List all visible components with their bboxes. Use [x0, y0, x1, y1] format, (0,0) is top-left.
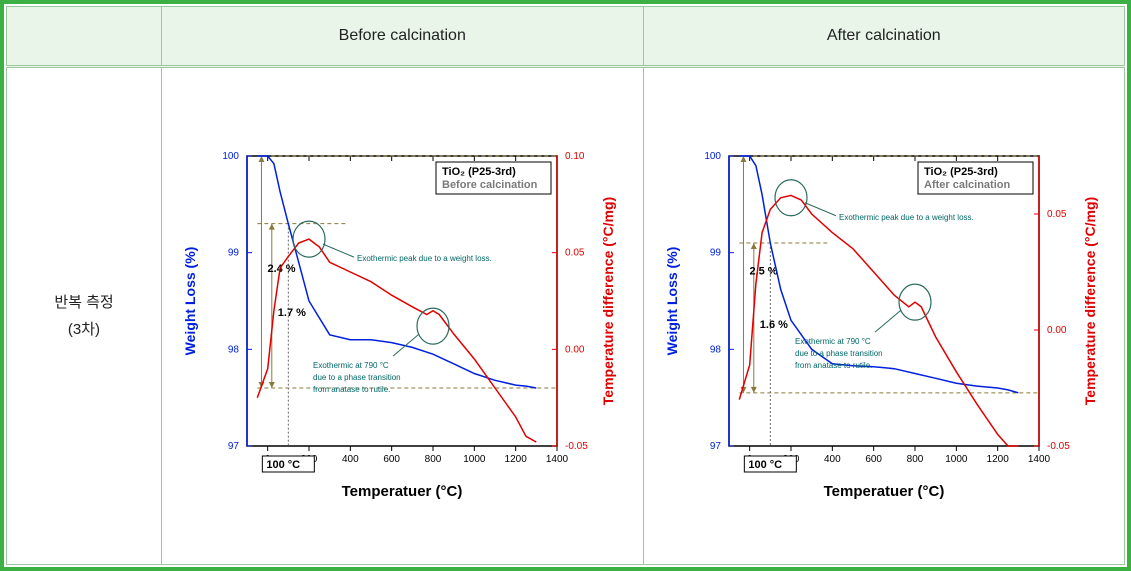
- svg-text:600: 600: [865, 454, 882, 465]
- svg-text:from anatase to rutile.: from anatase to rutile.: [795, 361, 872, 370]
- svg-text:0.05: 0.05: [1047, 209, 1067, 220]
- svg-text:Exothermic peak due to a weigh: Exothermic peak due to a weight loss.: [357, 254, 492, 263]
- header-empty: [7, 7, 162, 67]
- chart-cell-before: 0200400600800100012001400Temperatuer (°C…: [162, 67, 644, 565]
- svg-text:99: 99: [228, 248, 240, 259]
- svg-text:due to a phase transition: due to a phase transition: [795, 349, 883, 358]
- svg-text:100: 100: [704, 151, 721, 162]
- svg-text:1400: 1400: [1028, 454, 1051, 465]
- svg-text:Exothermic peak due to a weigh: Exothermic peak due to a weight loss.: [839, 213, 974, 222]
- svg-text:1200: 1200: [505, 454, 528, 465]
- svg-text:0.00: 0.00: [565, 344, 585, 355]
- svg-text:Exothermic at 790 °C: Exothermic at 790 °C: [795, 337, 871, 346]
- svg-text:100 °C: 100 °C: [267, 459, 301, 471]
- svg-text:400: 400: [342, 454, 359, 465]
- svg-text:1400: 1400: [546, 454, 569, 465]
- header-after: After calcination: [643, 7, 1125, 67]
- layout-table: Before calcination After calcination 반복 …: [6, 6, 1125, 565]
- svg-text:100: 100: [223, 151, 240, 162]
- svg-text:TiO₂ (P25-3rd): TiO₂ (P25-3rd): [442, 166, 516, 178]
- svg-text:0.10: 0.10: [565, 151, 585, 162]
- svg-text:Exothermic at 790 °C: Exothermic at 790 °C: [313, 361, 389, 370]
- svg-text:After calcination: After calcination: [924, 179, 1010, 191]
- svg-text:99: 99: [710, 248, 722, 259]
- svg-text:1200: 1200: [986, 454, 1009, 465]
- svg-text:800: 800: [425, 454, 442, 465]
- svg-text:1000: 1000: [463, 454, 486, 465]
- svg-text:97: 97: [710, 441, 722, 452]
- svg-text:Temperature difference (°C/mg): Temperature difference (°C/mg): [1082, 197, 1098, 405]
- svg-text:98: 98: [710, 344, 722, 355]
- header-before: Before calcination: [162, 7, 644, 67]
- svg-text:1.7 %: 1.7 %: [278, 307, 306, 319]
- chart-cell-after: 0200400600800100012001400Temperatuer (°C…: [643, 67, 1125, 565]
- row-label-line2: (3차): [68, 321, 100, 338]
- chart-after: 0200400600800100012001400Temperatuer (°C…: [659, 126, 1109, 506]
- row-label: 반복 측정 (3차): [7, 67, 162, 565]
- svg-text:800: 800: [906, 454, 923, 465]
- svg-text:Temperatuer (°C): Temperatuer (°C): [342, 483, 463, 500]
- row-label-line1: 반복 측정: [54, 294, 113, 311]
- svg-text:Before calcination: Before calcination: [442, 179, 538, 191]
- svg-text:-0.05: -0.05: [1047, 441, 1070, 452]
- svg-text:from anatase to rutile.: from anatase to rutile.: [313, 385, 390, 394]
- svg-text:1000: 1000: [945, 454, 968, 465]
- svg-text:Temperature difference (°C/mg): Temperature difference (°C/mg): [600, 197, 616, 405]
- svg-text:TiO₂ (P25-3rd): TiO₂ (P25-3rd): [924, 166, 998, 178]
- svg-text:97: 97: [228, 441, 240, 452]
- svg-text:100 °C: 100 °C: [748, 459, 782, 471]
- svg-text:400: 400: [824, 454, 841, 465]
- svg-text:0.05: 0.05: [565, 248, 585, 259]
- svg-text:Weight Loss (%): Weight Loss (%): [664, 247, 680, 356]
- chart-before: 0200400600800100012001400Temperatuer (°C…: [177, 126, 627, 506]
- svg-text:600: 600: [384, 454, 401, 465]
- svg-text:1.6 %: 1.6 %: [760, 319, 788, 331]
- svg-text:98: 98: [228, 344, 240, 355]
- svg-text:2.5 %: 2.5 %: [749, 265, 777, 277]
- svg-text:Temperatuer (°C): Temperatuer (°C): [823, 483, 944, 500]
- svg-text:0.00: 0.00: [1047, 325, 1067, 336]
- svg-text:due to a phase transition: due to a phase transition: [313, 373, 401, 382]
- svg-text:Weight Loss (%): Weight Loss (%): [182, 247, 198, 356]
- svg-text:-0.05: -0.05: [565, 441, 588, 452]
- frame: Before calcination After calcination 반복 …: [0, 0, 1131, 571]
